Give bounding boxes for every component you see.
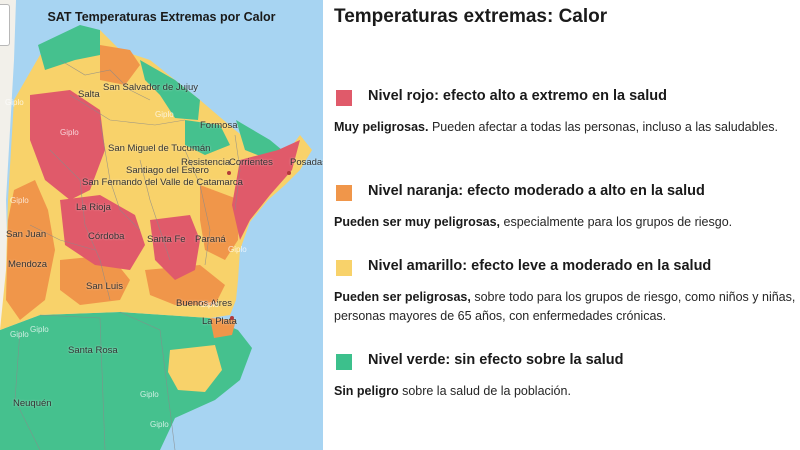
level-heading: Nivel verde: sin efecto sobre la salud — [368, 352, 624, 368]
map-panel[interactable]: SAT Temperaturas Extremas por Calor Salt… — [0, 0, 323, 450]
city-label: Resistencia — [181, 157, 231, 168]
map-watermark: Giplo — [228, 245, 247, 254]
level-description: Muy peligrosas. Pueden afectar a todas l… — [334, 118, 800, 137]
level-description: Sin peligro sobre la salud de la poblaci… — [334, 382, 800, 401]
chile-land — [0, 0, 16, 380]
description-text: sobre la salud de la población. — [398, 384, 571, 398]
city-label: San Luis — [86, 281, 123, 292]
map-watermark: Giplo — [60, 128, 79, 137]
map-watermark: Giplo — [140, 390, 159, 399]
level-heading: Nivel amarillo: efecto leve a moderado e… — [368, 258, 712, 274]
red-swatch — [336, 90, 352, 106]
region-green-nw — [38, 25, 100, 70]
region-orange-north — [100, 45, 140, 85]
region-red-nw — [30, 90, 105, 200]
level-description: Pueden ser peligrosas, sobre todo para l… — [334, 288, 800, 326]
legend-level-green: Nivel verde: sin efecto sobre la salud S… — [334, 352, 800, 401]
city-marker-icon — [287, 171, 291, 175]
region-green-ne — [140, 60, 200, 120]
city-label: San Salvador de Jujuy — [103, 82, 199, 93]
city-label: Buenos Aires — [176, 298, 232, 309]
city-label: Córdoba — [88, 231, 125, 242]
map-zoom-control[interactable] — [0, 4, 10, 46]
description-text: sobre todo para los grupos de riesgo, co… — [334, 290, 796, 323]
region-orange-west — [6, 180, 55, 320]
legend-level-red: Nivel rojo: efecto alto a extremo en la … — [334, 88, 800, 137]
legend-level-yellow: Nivel amarillo: efecto leve a moderado e… — [334, 258, 800, 326]
city-marker-icon — [227, 171, 231, 175]
rio-de-la-plata — [232, 300, 300, 350]
city-label: Paraná — [195, 234, 226, 245]
argentina-heat-map[interactable] — [0, 0, 323, 450]
city-label: Santiago del Estero — [126, 165, 209, 176]
legend-panel: Temperaturas extremas: Calor Nivel rojo:… — [334, 0, 800, 450]
description-emphasis: Sin peligro — [334, 384, 399, 398]
map-watermark: Giplo — [10, 330, 29, 339]
city-marker-icon — [230, 316, 234, 320]
region-green-east — [236, 120, 282, 158]
yellow-swatch — [336, 260, 352, 276]
level-heading: Nivel naranja: efecto moderado a alto en… — [368, 183, 705, 199]
city-label: Santa Fe — [147, 234, 186, 245]
region-orange-ba — [145, 265, 225, 305]
region-orange-south — [210, 318, 236, 338]
city-label: La Plata — [202, 316, 237, 327]
description-emphasis: Muy peligrosas. — [334, 120, 429, 134]
legend-level-orange: Nivel naranja: efecto moderado a alto en… — [334, 183, 800, 232]
region-red-east — [232, 140, 300, 240]
map-watermark: Giplo — [155, 110, 174, 119]
city-label: Santa Rosa — [68, 345, 118, 356]
city-label: San Juan — [6, 229, 47, 240]
map-watermark: Giplo — [200, 300, 219, 309]
green-swatch — [336, 354, 352, 370]
city-label: Neuquén — [13, 398, 52, 409]
legend-title: Temperaturas extremas: Calor — [334, 6, 608, 27]
map-watermark: Giplo — [150, 420, 169, 429]
map-title: SAT Temperaturas Extremas por Calor — [47, 10, 276, 24]
description-emphasis: Pueden ser muy peligrosas, — [334, 215, 501, 229]
city-label: Formosa — [200, 120, 238, 131]
city-label: Corrientes — [229, 157, 273, 168]
region-red-litoral — [150, 215, 200, 280]
region-orange-east — [200, 185, 240, 260]
description-text: Pueden afectar a todas las personas, inc… — [428, 120, 779, 134]
city-label: Posadas — [290, 157, 323, 168]
city-label: Salta — [78, 89, 100, 100]
city-label: San Fernando del Valle de Catamarca — [82, 177, 243, 188]
region-yellow-south — [168, 345, 222, 392]
description-text: especialmente para los grupos de riesgo. — [500, 215, 733, 229]
city-label: Mendoza — [8, 259, 48, 270]
map-watermark: Giplo — [10, 196, 29, 205]
level-description: Pueden ser muy peligrosas, especialmente… — [334, 213, 800, 232]
description-emphasis: Pueden ser peligrosas, — [334, 290, 471, 304]
map-watermark: Giplo — [30, 325, 49, 334]
city-label: San Miguel de Tucumán — [108, 143, 211, 154]
province-borders — [14, 59, 241, 450]
orange-swatch — [336, 185, 352, 201]
level-heading: Nivel rojo: efecto alto a extremo en la … — [368, 88, 667, 104]
region-green-center — [185, 120, 230, 155]
south-land — [0, 312, 252, 450]
city-label: La Rioja — [76, 202, 111, 213]
map-watermark: Giplo — [5, 98, 24, 107]
